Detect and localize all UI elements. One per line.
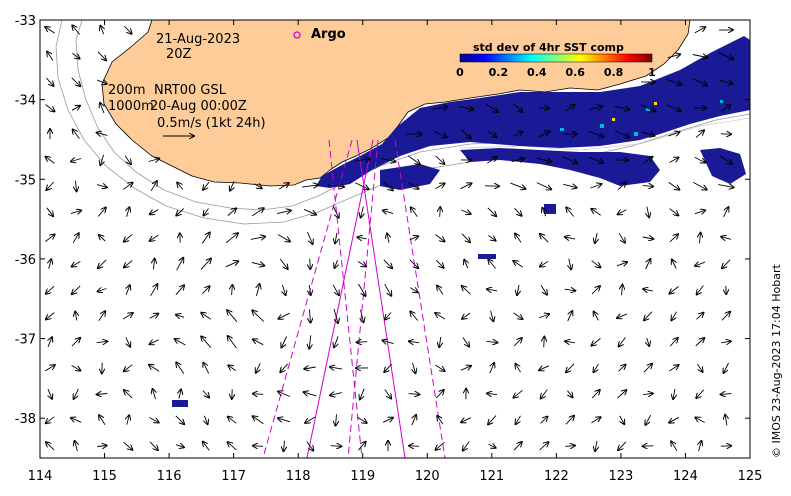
colorbar-title: std dev of 4hr SST comp xyxy=(473,41,624,54)
hour-label: 20Z xyxy=(166,47,192,62)
y-tick-label: -37 xyxy=(15,333,36,348)
x-tick-label: 123 xyxy=(608,469,633,484)
argo-label: Argo xyxy=(311,27,346,42)
x-tick-label: 116 xyxy=(157,469,182,484)
colorbar-tick-label: 0.8 xyxy=(604,66,624,79)
current-arrow xyxy=(253,446,263,447)
y-tick-label: -36 xyxy=(15,253,36,268)
source-time-label: 20-Aug 00:00Z xyxy=(150,99,247,114)
colorbar-tick-label: 0.6 xyxy=(565,66,585,79)
x-tick-label: 124 xyxy=(673,469,698,484)
scale-label: 0.5m/s (1kt 24h) xyxy=(157,116,266,131)
x-tick-label: 115 xyxy=(92,469,117,484)
y-tick-label: -34 xyxy=(15,94,36,109)
y-tick-label: -33 xyxy=(15,14,36,29)
colorbar-tick-label: 0.2 xyxy=(489,66,509,79)
x-tick-label: 120 xyxy=(415,469,440,484)
current-arrow xyxy=(310,259,311,269)
x-tick-label: 121 xyxy=(479,469,504,484)
y-tick-label: -38 xyxy=(15,412,36,427)
current-arrow xyxy=(409,446,419,447)
colorbar-tick-label: 0.4 xyxy=(527,66,547,79)
current-arrow xyxy=(357,342,368,343)
x-tick-label: 117 xyxy=(221,469,246,484)
isobath-200-label: 200m xyxy=(108,83,145,98)
x-tick-label: 114 xyxy=(28,469,53,484)
x-tick-label: 125 xyxy=(738,469,763,484)
date-label: 21-Aug-2023 xyxy=(156,32,240,47)
x-tick-label: 118 xyxy=(286,469,311,484)
current-arrow xyxy=(539,108,549,109)
colorbar-tick-label: 1 xyxy=(648,66,656,79)
current-arrow xyxy=(440,207,441,217)
colorbar xyxy=(460,54,652,62)
current-arrow xyxy=(331,446,342,447)
current-arrow xyxy=(544,337,545,348)
y-tick-label: -35 xyxy=(15,173,36,188)
credit-label: © IMOS 23-Aug-2023 17:04 Hobart xyxy=(770,264,783,458)
current-arrow xyxy=(253,394,263,395)
x-tick-label: 122 xyxy=(544,469,569,484)
colorbar-tick-label: 0 xyxy=(456,66,464,79)
source-label: NRT00 GSL xyxy=(154,83,227,98)
x-tick-label: 119 xyxy=(350,469,375,484)
isobath-1000-label: 1000m xyxy=(108,99,154,114)
